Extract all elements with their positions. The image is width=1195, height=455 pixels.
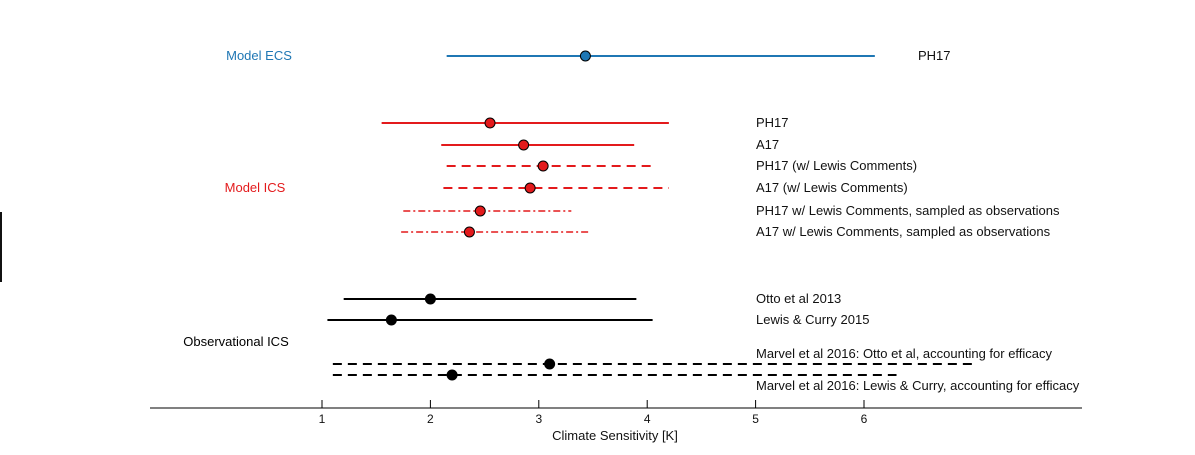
group-label: Observational ICS bbox=[183, 334, 289, 349]
series-label: A17 w/ Lewis Comments, sampled as observ… bbox=[756, 224, 1051, 239]
estimate-points bbox=[385, 50, 591, 381]
series-label: A17 (w/ Lewis Comments) bbox=[756, 180, 908, 195]
x-axis: 1 2 3 4 5 6 bbox=[150, 400, 1082, 426]
group-labels: Model ECS Model ICS Observational ICS bbox=[183, 48, 292, 349]
group-label: Model ECS bbox=[226, 48, 292, 63]
series-label: PH17 bbox=[918, 48, 951, 63]
x-tick-label: 5 bbox=[752, 412, 759, 426]
estimate-point bbox=[484, 117, 496, 129]
estimate-point bbox=[385, 314, 397, 326]
estimate-point bbox=[524, 182, 536, 194]
estimate-point bbox=[518, 139, 530, 151]
series-label: PH17 w/ Lewis Comments, sampled as obser… bbox=[756, 203, 1060, 218]
series-label: PH17 bbox=[756, 115, 789, 130]
estimate-point bbox=[544, 358, 556, 370]
x-tick-label: 6 bbox=[861, 412, 868, 426]
x-tick-label: 3 bbox=[535, 412, 542, 426]
estimate-point bbox=[463, 226, 475, 238]
range-lines bbox=[327, 55, 978, 376]
estimate-point bbox=[424, 293, 436, 305]
group-label: Model ICS bbox=[225, 180, 286, 195]
left-edge-bar bbox=[0, 212, 2, 282]
estimate-point bbox=[537, 160, 549, 172]
series-label: A17 bbox=[756, 137, 779, 152]
estimate-point bbox=[579, 50, 591, 62]
series-labels: PH17 PH17 A17 PH17 (w/ Lewis Comments) A17 (… bbox=[756, 48, 1080, 393]
x-tick-label: 2 bbox=[427, 412, 434, 426]
series-label: Otto et al 2013 bbox=[756, 291, 841, 306]
estimate-point bbox=[474, 205, 486, 217]
series-label: Marvel et al 2016: Otto et al, accountin… bbox=[756, 346, 1053, 361]
x-tick-label: 4 bbox=[644, 412, 651, 426]
series-label: PH17 (w/ Lewis Comments) bbox=[756, 158, 917, 173]
x-tick-label: 1 bbox=[319, 412, 326, 426]
x-axis-label: Climate Sensitivity [K] bbox=[552, 428, 678, 443]
estimate-point bbox=[446, 369, 458, 381]
series-label: Marvel et al 2016: Lewis & Curry, accoun… bbox=[756, 378, 1080, 393]
series-label: Lewis & Curry 2015 bbox=[756, 312, 869, 327]
